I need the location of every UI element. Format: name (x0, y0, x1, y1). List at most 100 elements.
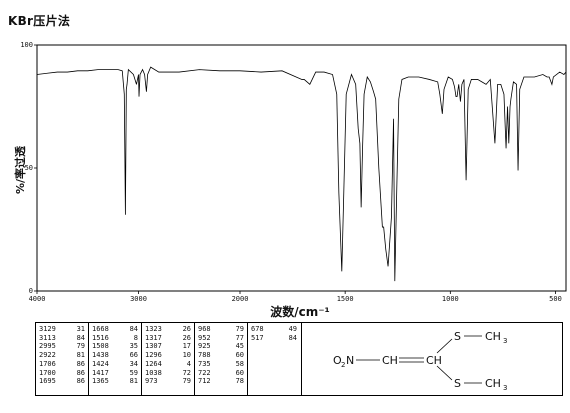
peak-transmittance: 84 (129, 325, 138, 333)
peak-table-row: 925 45 (198, 342, 244, 351)
peak-table-row: 712 78 (198, 377, 244, 386)
peak-table-row: 2995 79 (39, 342, 85, 351)
peak-transmittance: 59 (129, 368, 138, 377)
peak-wavenumber: 1668 (92, 325, 109, 333)
axis-ticks: 4000 3000 2000 1500 1000 500 0 50 100 (20, 41, 561, 303)
peak-table-row: 722 60 (198, 369, 244, 378)
nitro-o-subscript: 2 (341, 361, 345, 369)
peak-wavenumber: 1700 (39, 368, 56, 377)
peak-table-row: 1365 81 (92, 377, 138, 386)
peak-table-row: 1417 59 (92, 369, 138, 378)
y-tick-label: 0 (29, 287, 33, 295)
peak-wavenumber: 1038 (145, 368, 162, 377)
peak-table-column: 968 79 952 77 925 45 788 60 735 58 722 60 712 78 (195, 323, 248, 395)
x-axis-label: 波数/cm⁻¹ (270, 305, 330, 319)
peak-wavenumber: 722 (198, 368, 211, 377)
peak-wavenumber: 1307 (145, 342, 162, 351)
x-tick-label: 500 (549, 295, 562, 303)
peak-transmittance: 45 (235, 342, 244, 351)
x-tick-label: 1000 (442, 295, 459, 303)
peak-wavenumber: 712 (198, 377, 211, 386)
sulfur-bottom: S (454, 377, 461, 390)
methyl-bottom: CH (485, 377, 501, 390)
y-tick-label: 100 (20, 41, 33, 49)
peak-transmittance: 31 (76, 325, 85, 333)
peak-transmittance: 49 (288, 325, 297, 333)
peak-table-row: 973 79 (145, 377, 191, 386)
peak-transmittance: 26 (182, 333, 191, 342)
peak-transmittance: 26 (182, 325, 191, 333)
peak-table-column: 3129 31 3113 84 2995 79 2922 81 1706 86 1700 86 1695… (36, 323, 89, 395)
peak-wavenumber: 1695 (39, 377, 56, 386)
peak-transmittance: 17 (182, 342, 191, 351)
peak-table-row: 952 77 (198, 334, 244, 343)
peak-wavenumber: 1323 (145, 325, 162, 333)
peak-wavenumber: 517 (251, 333, 264, 342)
peak-table-column: 1323 26 1317 26 1307 17 1296 10 1264 4 1038 72 973 79 (142, 323, 195, 395)
peak-wavenumber: 735 (198, 359, 211, 368)
methyl-top-subscript: 3 (503, 337, 507, 345)
peak-wavenumber: 1317 (145, 333, 162, 342)
peak-table-row: 1516 8 (92, 334, 138, 343)
peak-table-column: 678 49 517 84 (248, 323, 300, 395)
peak-wavenumber: 1264 (145, 359, 162, 368)
peak-table-row: 1264 4 (145, 360, 191, 369)
y-axis-label: %/率过透 (14, 145, 27, 195)
peak-transmittance: 8 (133, 333, 138, 342)
peak-table-row: 3129 31 (39, 325, 85, 334)
peak-wavenumber: 1516 (92, 333, 109, 342)
peak-transmittance: 66 (129, 351, 138, 360)
peak-table-row: 1438 66 (92, 351, 138, 360)
peak-wavenumber: 788 (198, 351, 211, 360)
peak-wavenumber: 2995 (39, 342, 56, 351)
peak-transmittance: 79 (182, 377, 191, 386)
peak-table-row: 1700 86 (39, 369, 85, 378)
peak-wavenumber: 925 (198, 342, 211, 351)
x-tick-label: 4000 (29, 295, 46, 303)
peak-table-row: 1317 26 (145, 334, 191, 343)
peak-wavenumber: 678 (251, 325, 264, 333)
peak-transmittance: 60 (235, 368, 244, 377)
x-tick-label: 2000 (232, 295, 249, 303)
peak-transmittance: 35 (129, 342, 138, 351)
peak-table-row: 1668 84 (92, 325, 138, 334)
peak-transmittance: 72 (182, 368, 191, 377)
peak-transmittance: 84 (288, 333, 297, 342)
ir-spectrum-chart: 4000 3000 2000 1500 1000 500 0 50 100 (20, 41, 567, 303)
sulfur-top: S (454, 330, 461, 343)
peak-transmittance: 81 (129, 377, 138, 386)
bond-ch-s-bottom (436, 365, 453, 381)
peak-transmittance: 86 (76, 377, 85, 386)
peak-table-row: 3113 84 (39, 334, 85, 343)
peak-wavenumber: 1438 (92, 351, 109, 360)
methyl-bottom-subscript: 3 (503, 384, 507, 392)
vinyl-ch-2: CH (426, 354, 442, 367)
peak-transmittance: 86 (76, 359, 85, 368)
peak-wavenumber: 2922 (39, 351, 56, 360)
peak-transmittance: 10 (182, 351, 191, 360)
peak-transmittance: 34 (129, 359, 138, 368)
peak-transmittance: 60 (235, 351, 244, 360)
peak-wavenumber: 3113 (39, 333, 56, 342)
peak-wavenumber: 1508 (92, 342, 109, 351)
peak-table-row: 788 60 (198, 351, 244, 360)
vinyl-ch-1: CH (382, 354, 398, 367)
peak-table-row: 1038 72 (145, 369, 191, 378)
peak-wavenumber: 3129 (39, 325, 56, 333)
peak-table-row: 1424 34 (92, 360, 138, 369)
peak-table-row: 1508 35 (92, 342, 138, 351)
nitro-o: O (333, 354, 342, 367)
y-tick-label: 50 (25, 164, 33, 172)
peak-wavenumber: 1424 (92, 359, 109, 368)
peak-wavenumber: 1296 (145, 351, 162, 360)
peak-wavenumber: 1365 (92, 377, 109, 386)
peak-table: 3129 31 3113 84 2995 79 2922 81 1706 86 1700 86 1695… (35, 322, 302, 396)
bond-ch-s-top (436, 338, 453, 354)
peak-wavenumber: 1706 (39, 359, 56, 368)
peak-wavenumber: 968 (198, 325, 211, 333)
peak-table-row: 1307 17 (145, 342, 191, 351)
nitro-n: N (346, 354, 354, 367)
peak-table-row: 517 84 (251, 334, 297, 343)
peak-transmittance: 79 (76, 342, 85, 351)
peak-wavenumber: 973 (145, 377, 158, 386)
